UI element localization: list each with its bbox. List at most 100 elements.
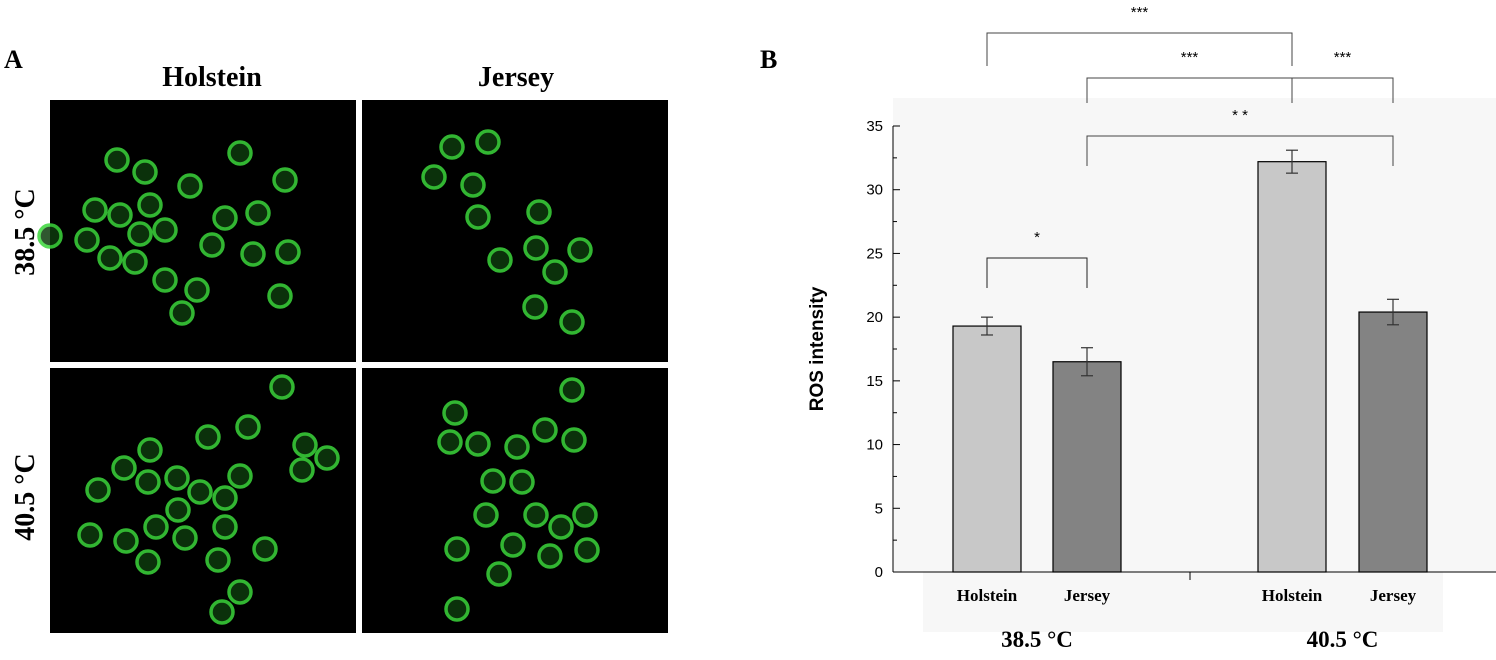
oocyte-cell — [444, 596, 470, 622]
oocyte-ring — [272, 167, 298, 193]
category-label-background — [923, 572, 1443, 632]
oocyte-ring — [135, 469, 161, 495]
oocyte-cell — [523, 502, 549, 528]
oocyte-ring — [199, 232, 225, 258]
oocyte-ring — [74, 227, 100, 253]
oocyte-cell — [275, 239, 301, 265]
oocyte-cell — [460, 172, 486, 198]
panel-a-letter: A — [4, 45, 23, 74]
significance-label: *** — [1181, 49, 1199, 66]
oocyte-ring — [212, 514, 238, 540]
oocyte-cell — [439, 134, 465, 160]
oocyte-ring — [240, 241, 266, 267]
oocyte-ring — [437, 429, 463, 455]
oocyte-ring — [143, 514, 169, 540]
oocyte-cell — [235, 414, 261, 440]
oocyte-cell — [532, 417, 558, 443]
oocyte-ring — [526, 199, 552, 225]
oocyte-ring — [227, 579, 253, 605]
oocyte-cell — [574, 537, 600, 563]
oocyte-ring — [172, 525, 198, 551]
oocyte-cell — [85, 477, 111, 503]
oocyte-ring — [113, 528, 139, 554]
y-tick-label: 0 — [875, 564, 883, 581]
oocyte-cell — [199, 232, 225, 258]
panel-b-letter: B — [760, 45, 777, 74]
oocyte-ring — [460, 172, 486, 198]
oocyte-cell — [442, 400, 468, 426]
oocyte-cell — [122, 249, 148, 275]
oocyte-ring — [421, 164, 447, 190]
oocyte-cell — [269, 374, 295, 400]
y-tick-label: 25 — [866, 245, 883, 262]
y-axis-title: ROS intensity — [807, 286, 828, 411]
oocyte-ring — [314, 445, 340, 471]
oocyte-ring — [97, 245, 123, 271]
oocyte-ring — [205, 547, 231, 573]
oocyte-cell — [487, 247, 513, 273]
oocyte-ring — [444, 596, 470, 622]
micrograph-holstein-38-5 — [37, 100, 356, 362]
oocyte-cell — [437, 429, 463, 455]
group-label: 38.5 °C — [1001, 627, 1073, 652]
oocyte-ring — [127, 221, 153, 247]
oocyte-cell — [227, 579, 253, 605]
oocyte-ring — [523, 502, 549, 528]
oocyte-cell — [522, 294, 548, 320]
oocyte-ring — [152, 267, 178, 293]
oocyte-ring — [567, 237, 593, 263]
oocyte-cell — [289, 457, 315, 483]
oocyte-cell — [572, 502, 598, 528]
group-label: 40.5 °C — [1307, 627, 1379, 652]
oocyte-ring — [537, 543, 563, 569]
oocyte-cell — [135, 469, 161, 495]
oocyte-cell — [172, 525, 198, 551]
y-tick-label: 30 — [866, 182, 883, 199]
oocyte-ring — [522, 294, 548, 320]
oocyte-cell — [548, 514, 574, 540]
bar — [1052, 361, 1122, 573]
oocyte-ring — [212, 205, 238, 231]
oocyte-cell — [500, 532, 526, 558]
oocyte-cell — [212, 485, 238, 511]
bar — [1358, 311, 1428, 573]
oocyte-ring — [184, 277, 210, 303]
oocyte-cell — [227, 463, 253, 489]
oocyte-ring — [559, 377, 585, 403]
row-header-38-5: 38.5 °C — [10, 188, 41, 275]
oocyte-ring — [212, 485, 238, 511]
oocyte-ring — [473, 502, 499, 528]
significance-label: * — [1034, 229, 1040, 246]
oocyte-cell — [509, 469, 535, 495]
oocyte-ring — [235, 414, 261, 440]
oocyte-ring — [227, 140, 253, 166]
oocyte-ring — [475, 129, 501, 155]
oocyte-cell — [113, 528, 139, 554]
significance-bracket — [1086, 77, 1293, 103]
y-tick-label: 15 — [866, 373, 883, 390]
oocyte-ring — [135, 549, 161, 575]
oocyte-cell — [137, 437, 163, 463]
oocyte-ring — [465, 204, 491, 230]
oocyte-ring — [82, 197, 108, 223]
oocyte-ring — [509, 469, 535, 495]
y-tick-label: 5 — [875, 500, 883, 517]
oocyte-ring — [187, 479, 213, 505]
oocyte-ring — [209, 599, 235, 625]
significance-bracket — [986, 257, 1088, 288]
oocyte-cell — [504, 434, 530, 460]
oocyte-cell — [205, 547, 231, 573]
significance-bracket — [1086, 135, 1394, 166]
oocyte-cell — [444, 536, 470, 562]
micrograph-jersey-38-5 — [362, 100, 668, 362]
oocyte-ring — [227, 463, 253, 489]
significance-label: *** — [1334, 49, 1352, 66]
oocyte-cell — [559, 309, 585, 335]
significance-label: * * — [1232, 107, 1248, 124]
bar — [1257, 161, 1327, 573]
oocyte-cell — [104, 147, 130, 173]
oocyte-ring — [439, 134, 465, 160]
oocyte-ring — [465, 431, 491, 457]
oocyte-cell — [82, 197, 108, 223]
oocyte-ring — [122, 249, 148, 275]
